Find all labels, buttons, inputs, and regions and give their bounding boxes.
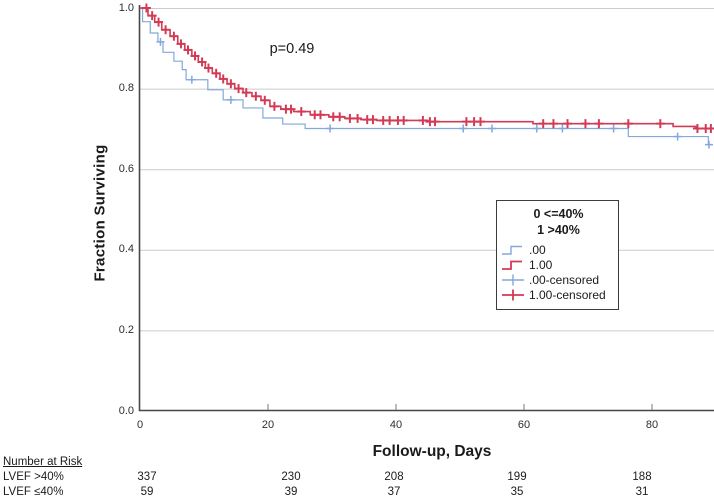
risk-value: 188	[632, 471, 652, 483]
gridlines	[140, 8, 714, 332]
plus-censor-icon	[502, 274, 524, 285]
y-tick-label: 1.0	[118, 1, 134, 14]
risk-value: 31	[635, 486, 649, 498]
risk-value: 35	[510, 486, 524, 498]
risk-table-title: Number at Risk	[3, 456, 83, 468]
y-tick-label: 0.4	[118, 243, 134, 256]
legend-item-1-00: 1.00	[501, 257, 616, 272]
risk-row-label-lvef-le40: LVEF ≤40%	[3, 486, 64, 498]
survival-curve-00	[140, 7, 713, 146]
x-tick-label: 20	[261, 419, 275, 431]
risk-row-label-lvef-gt40: LVEF >40%	[3, 471, 64, 483]
legend-item-label: 1.00-censored	[529, 287, 606, 302]
plus-censor-icon	[502, 289, 524, 300]
y-tick-label: 0.8	[118, 82, 134, 95]
legend-item-label: 1.00	[529, 257, 553, 272]
x-axis-title: Follow-up, Days	[372, 443, 492, 460]
legend-title: 0 <=40% 1 >40%	[501, 206, 616, 238]
x-tick-label: 60	[517, 419, 531, 431]
step-line-icon	[502, 260, 522, 270]
risk-value: 39	[284, 486, 298, 498]
risk-value: 230	[281, 471, 301, 483]
y-tick-label: 0.2	[118, 323, 134, 336]
legend-item-1-00-censored: 1.00-censored	[501, 287, 616, 302]
risk-value: 337	[137, 471, 157, 483]
legend-item-label: .00	[529, 242, 546, 257]
legend-title-line-2: 1 >40%	[537, 223, 580, 237]
y-tick-label: 0.6	[118, 162, 134, 175]
p-value-annotation: p=0.49	[269, 41, 315, 57]
censor-marks-00	[156, 37, 713, 149]
risk-value: 208	[384, 471, 404, 483]
risk-value: 199	[507, 471, 527, 483]
legend-items: .00 1.00.00-censored 1.00-censored	[501, 242, 616, 302]
risk-value: 37	[387, 486, 401, 498]
legend-item--00: .00	[501, 242, 616, 257]
legend-box: 0 <=40% 1 >40% .00 1.00.00-censored 1.00-c…	[496, 200, 619, 310]
axes	[138, 5, 714, 412]
step-line-icon	[502, 245, 522, 255]
x-tick-label: 80	[645, 419, 659, 431]
legend-item--00-censored: .00-censored	[501, 272, 616, 287]
survival-curve-100	[140, 7, 714, 130]
risk-value: 59	[140, 486, 154, 498]
legend-item-label: .00-censored	[529, 272, 600, 287]
x-tick-marks	[267, 404, 653, 410]
censor-marks-100	[141, 3, 714, 133]
legend-title-line-1: 0 <=40%	[533, 207, 584, 221]
x-tick-label: 0	[136, 419, 144, 431]
y-tick-label: 0.0	[118, 404, 134, 417]
x-tick-label: 40	[389, 419, 403, 431]
